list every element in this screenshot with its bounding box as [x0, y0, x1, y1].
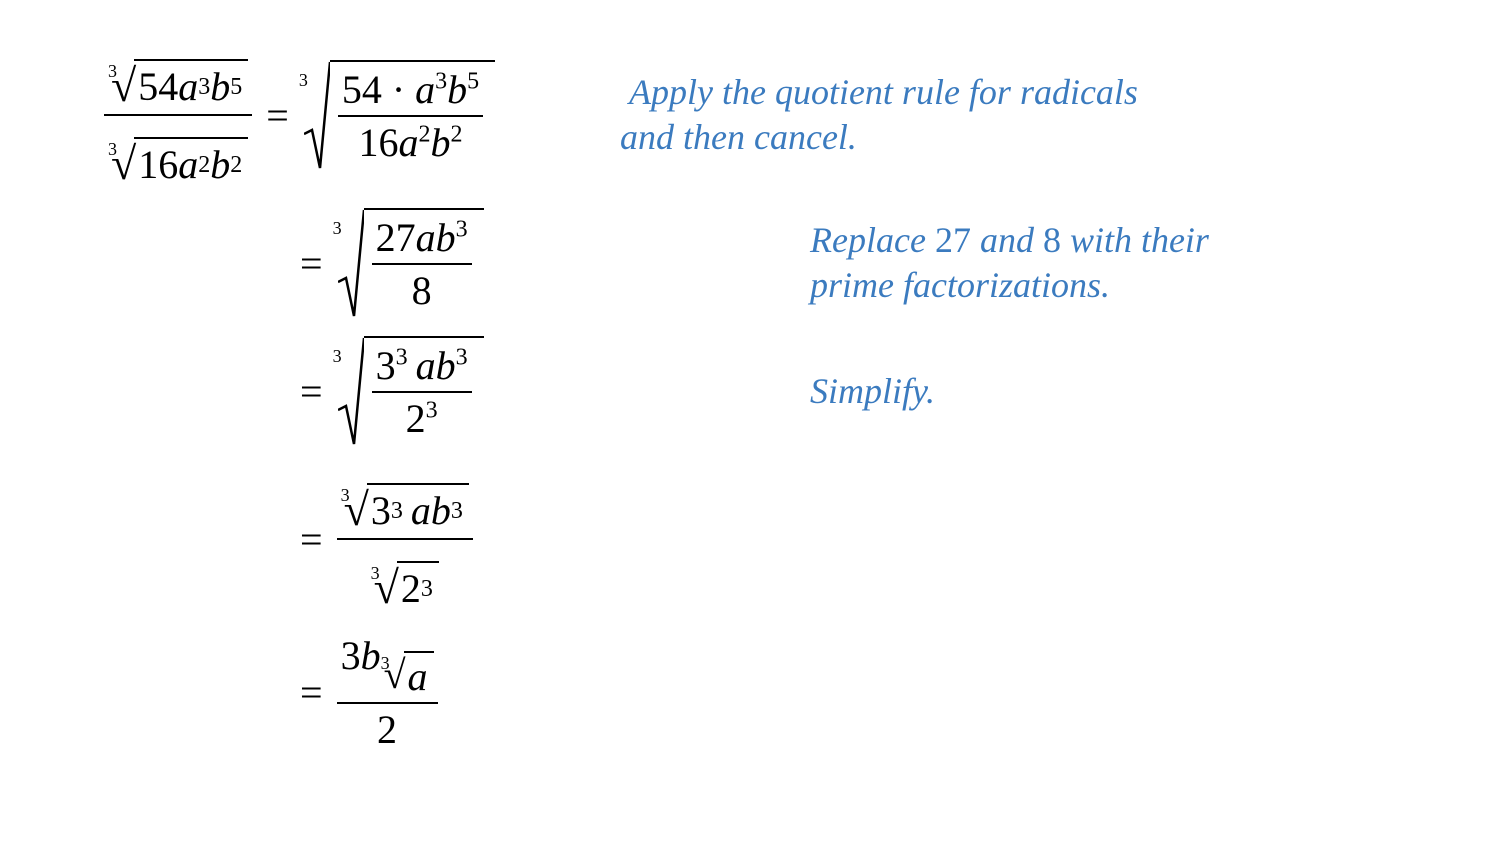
inner-fraction: 54 · a3b5 16a2b2 [338, 66, 483, 166]
inner-fraction: 27ab3 8 [372, 214, 472, 314]
equals-sign: = [300, 669, 323, 716]
fraction-den: 8 [408, 265, 436, 314]
radical-num: 3 √ 33 ab3 [341, 483, 469, 536]
step-2-math: = 3 27ab3 8 [100, 208, 790, 318]
fraction-num: 3b3√a [337, 632, 438, 704]
fraction-num: 27ab3 [372, 214, 472, 265]
step-1: 3 √ 54a3b5 3 √ 16a2b2 = [100, 40, 1440, 190]
step-1-math: 3 √ 54a3b5 3 √ 16a2b2 = [100, 40, 600, 190]
step-5: = 3b3√a 2 [100, 632, 1440, 753]
fraction-of-radicals: 3 √ 33 ab3 3 √ 23 [337, 464, 473, 614]
fraction-num: 54 · a3b5 [338, 66, 483, 117]
step-2-note: Replace 27 and 8 with theirprime factori… [790, 218, 1440, 308]
radical-index: 3 [333, 346, 342, 367]
radicand: 23 [397, 561, 439, 614]
inner-fraction: 33 ab3 23 [372, 342, 472, 442]
fraction-den: 23 [402, 393, 442, 442]
fraction-den: 2 [373, 704, 401, 753]
equals-sign: = [266, 92, 289, 139]
fraction-num: 33 ab3 [372, 342, 472, 393]
step-1-note: Apply the quotient rule for radicalsand … [600, 70, 1440, 160]
step-3: = 3 33 ab3 23 Simplify. [100, 336, 1440, 446]
equals-sign: = [300, 516, 323, 563]
radical-num: 3 √ 54a3b5 [108, 59, 248, 112]
equals-sign: = [300, 240, 323, 287]
radicand: 16a2b2 [134, 137, 248, 190]
step-2: = 3 27ab3 8 Replace 27 and 8 with theirp… [100, 208, 1440, 318]
radical-index: 3 [333, 218, 342, 239]
radicand: 33 ab3 [367, 483, 469, 536]
big-radical: 3 54 · a3b5 16a2b2 [299, 60, 495, 170]
final-fraction: 3b3√a 2 [337, 632, 438, 753]
radicand: 54a3b5 [134, 59, 248, 112]
step-3-math: = 3 33 ab3 23 [100, 336, 790, 446]
step-3-note: Simplify. [790, 369, 1440, 414]
step-5-math: = 3b3√a 2 [100, 632, 790, 753]
step-4: = 3 √ 33 ab3 3 √ 23 [100, 464, 1440, 614]
fraction-den: 16a2b2 [354, 117, 466, 166]
big-radical: 3 33 ab3 23 [333, 336, 484, 446]
step-4-math: = 3 √ 33 ab3 3 √ 23 [100, 464, 790, 614]
equals-sign: = [300, 368, 323, 415]
lhs-fraction: 3 √ 54a3b5 3 √ 16a2b2 [104, 40, 252, 190]
radical-den: 3 √ 16a2b2 [108, 137, 248, 190]
radical-den: 3 √ 23 [371, 561, 439, 614]
radical-index: 3 [299, 70, 308, 91]
math-worked-example: 3 √ 54a3b5 3 √ 16a2b2 = [0, 0, 1500, 863]
big-radical: 3 27ab3 8 [333, 208, 484, 318]
